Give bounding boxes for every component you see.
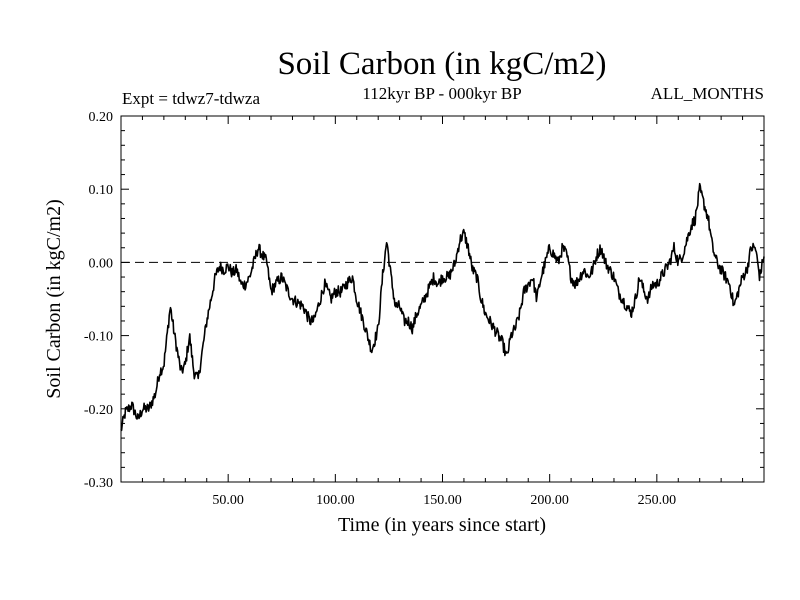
months-label: ALL_MONTHS [651, 84, 764, 103]
plot-area: 0.20 0.10 0.00 -0.10 -0.20 -0.30 50.00 100.00 15… [84, 110, 765, 508]
y-tick-label: 0.10 [89, 183, 114, 198]
y-tick-label: -0.30 [84, 476, 113, 491]
time-range-label: 112kyr BP - 000kyr BP [362, 84, 521, 103]
x-tick-label: 100.00 [316, 493, 355, 508]
x-tick-label: 150.00 [423, 493, 462, 508]
plot-frame [120, 115, 765, 483]
y-tick-label: 0.20 [89, 110, 114, 125]
experiment-label: Expt = tdwz7-tdwza [122, 89, 260, 108]
y-tick-label: -0.10 [84, 330, 113, 345]
x-tick-label: 200.00 [530, 493, 569, 508]
x-axis-label: Time (in years since start) [338, 514, 546, 536]
y-tick-label: -0.20 [84, 403, 113, 418]
x-tick-label: 50.00 [212, 493, 244, 508]
series-line [120, 182, 765, 432]
x-tick-label: 250.00 [638, 493, 677, 508]
y-axis-label: Soil Carbon (in kgC/m2) [43, 199, 65, 398]
y-tick-label: 0.00 [89, 256, 114, 271]
chart-title: Soil Carbon (in kgC/m2) [277, 46, 606, 82]
